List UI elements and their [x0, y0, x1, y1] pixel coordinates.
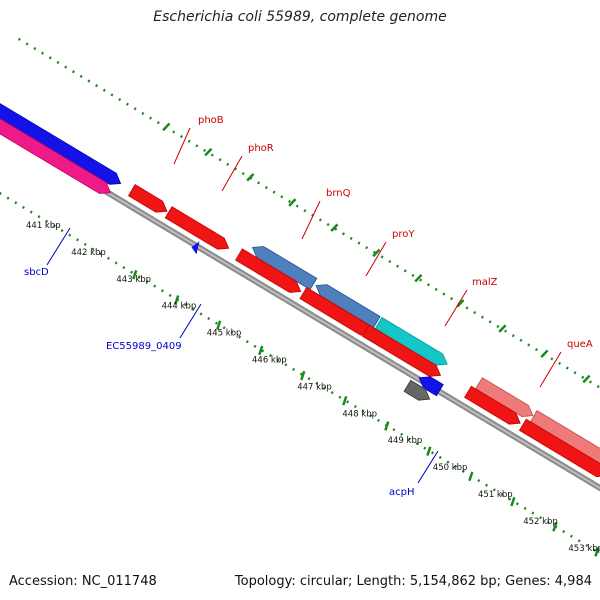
- scale-tick-label: 443 kbp: [116, 275, 151, 285]
- skew-tick: [384, 421, 390, 431]
- skew-tick: [426, 446, 432, 456]
- scale-tick-label: 448 kbp: [342, 409, 377, 419]
- label-layer: 441 kbp 442 kbp 443 kbp 444 kbp 445 kbp 446 k…: [24, 115, 600, 554]
- gene-label-malz: malZ: [472, 277, 498, 288]
- malZ-arrow: [374, 316, 448, 366]
- brnQ-arrow: [251, 246, 318, 291]
- skew-tick: [510, 496, 516, 507]
- skew-tick: [300, 370, 306, 381]
- proY-arrow: [315, 284, 381, 329]
- skew-tick: [258, 345, 264, 356]
- gene-label-leader: [46, 227, 71, 266]
- skew-tick: [372, 248, 381, 258]
- gene-label-leader: [179, 303, 202, 339]
- scale-tick-label: 442 kbp: [71, 248, 106, 258]
- gene-label-leader: [444, 289, 468, 327]
- gene-label-leader: [417, 450, 439, 484]
- skew-tick: [342, 396, 348, 406]
- gc-rings: [0, 37, 600, 557]
- scale-tick-label: 452 kbp: [523, 517, 558, 527]
- skew-tick: [288, 198, 297, 207]
- gene-label-phob: phoB: [198, 115, 224, 126]
- skew-tick: [498, 324, 507, 333]
- brnQ-red-arrow: [235, 248, 302, 293]
- gene-label-leader: [365, 241, 387, 277]
- gene-label-quea: queA: [567, 339, 593, 350]
- gene-label-brnq: brnQ: [326, 188, 351, 199]
- scale-tick-label: 453 kbp: [568, 544, 600, 554]
- gene-label-phor: phoR: [248, 143, 274, 154]
- gray-arrow: [403, 379, 431, 401]
- sbcD-pink-arrow: [0, 118, 112, 194]
- gene-label-acph: acpH: [389, 487, 415, 498]
- skew-tick: [204, 147, 213, 157]
- skew-tick: [552, 522, 558, 532]
- acpH-arrow: [418, 376, 444, 397]
- scale-tick-label: 451 kbp: [478, 490, 513, 500]
- scale-tick-label: 445 kbp: [207, 329, 242, 339]
- queA-arrow: [475, 377, 534, 418]
- genome-summary: Topology: circular; Length: 5,154,862 bp…: [234, 574, 592, 589]
- scale-tick-label: 450 kbp: [433, 463, 468, 473]
- skew-tick: [132, 269, 138, 280]
- feature-layer: [0, 103, 600, 478]
- red-arrow-2: [518, 418, 600, 478]
- accession-text: Accession: NC_011748: [9, 574, 157, 589]
- skew-tick: [582, 374, 591, 384]
- gene-label-leader: [539, 351, 562, 388]
- skew-tick: [216, 320, 222, 330]
- scale-tick-label: 441 kbp: [26, 221, 61, 231]
- salmon-arrow-2: [529, 410, 600, 464]
- skew-tick: [162, 122, 171, 132]
- skew-tick: [330, 223, 339, 232]
- skew-tick: [468, 471, 474, 482]
- skew-tick: [456, 299, 465, 308]
- scale-tick-label: 447 kbp: [297, 382, 332, 392]
- outer-gc-ring: [17, 37, 600, 390]
- scale-tick-label: 449 kbp: [388, 436, 423, 446]
- phoB-arrow: [127, 184, 168, 213]
- skew-tick: [594, 547, 600, 557]
- gene-label-leader: [173, 127, 191, 165]
- skew-tick: [174, 295, 180, 305]
- skew-tick: [540, 349, 549, 358]
- sbcD-arrow: [0, 103, 122, 185]
- phoR-arrow: [164, 206, 230, 250]
- gene-label-proy: proY: [392, 229, 415, 240]
- malZ-red-arrow: [361, 324, 442, 377]
- gene-label-leader: [301, 200, 321, 240]
- gene-label-sbcd: sbcD: [24, 267, 49, 278]
- map-title: Escherichia coli 55989, complete genome: [153, 9, 447, 25]
- EC55989_0409-arrow: [191, 241, 200, 255]
- inner-gc-ring: [0, 191, 600, 555]
- scale-tick-label: 446 kbp: [252, 356, 287, 366]
- gene-label-ec55989_0409: EC55989_0409: [106, 341, 182, 352]
- queA-red-arrow: [464, 385, 521, 425]
- scale-tick-label: 444 kbp: [162, 302, 197, 312]
- skew-tick: [246, 173, 255, 182]
- gene-label-leader: [221, 155, 243, 192]
- skew-tick: [414, 273, 423, 283]
